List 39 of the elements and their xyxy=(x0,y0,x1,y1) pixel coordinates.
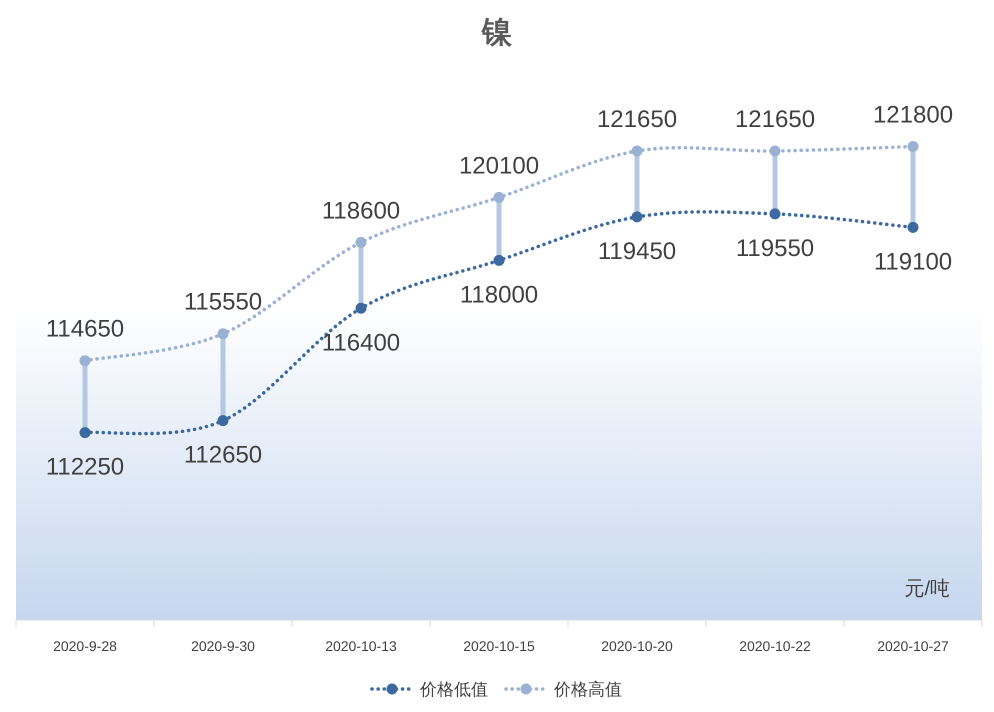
legend-label: 价格低值 xyxy=(419,680,488,699)
point xyxy=(80,427,90,438)
point xyxy=(494,192,504,203)
x-tick-label: 2020-9-30 xyxy=(191,638,256,654)
x-tick-label: 2020-10-27 xyxy=(877,638,950,654)
x-tick-label: 2020-9-28 xyxy=(53,638,118,654)
data-label: 119450 xyxy=(598,238,676,265)
data-label: 112250 xyxy=(46,454,124,481)
data-label: 121650 xyxy=(596,106,678,133)
point xyxy=(770,145,780,156)
x-tick-label: 2020-10-13 xyxy=(325,638,398,654)
point xyxy=(494,254,504,266)
data-label: 116400 xyxy=(322,329,400,356)
legend-label: 价格高值 xyxy=(553,680,622,699)
point xyxy=(80,355,90,366)
text: 元/吨 xyxy=(904,578,950,600)
data-label: 121650 xyxy=(734,106,816,133)
point xyxy=(908,222,918,233)
data-label: 112650 xyxy=(184,442,262,469)
point xyxy=(356,236,366,248)
x-tick-label: 2020-10-15 xyxy=(463,638,536,654)
data-label: 115550 xyxy=(184,288,262,316)
x-tick-label: 2020-10-20 xyxy=(601,638,674,654)
point xyxy=(632,145,642,156)
data-label: 119100 xyxy=(874,248,952,276)
point xyxy=(356,302,366,314)
point xyxy=(218,415,228,426)
chart-title: 镍 xyxy=(481,16,513,49)
x-tick-label: 2020-10-22 xyxy=(739,638,812,654)
point xyxy=(770,208,780,220)
data-label: 114650 xyxy=(46,316,124,343)
data-label: 118600 xyxy=(322,197,400,224)
data-label: 119550 xyxy=(736,234,814,262)
data-label: 121800 xyxy=(872,102,954,128)
data-label: 120100 xyxy=(458,152,540,180)
point xyxy=(218,328,228,340)
data-label: 118000 xyxy=(460,281,538,308)
point xyxy=(632,211,642,222)
point xyxy=(908,141,918,152)
